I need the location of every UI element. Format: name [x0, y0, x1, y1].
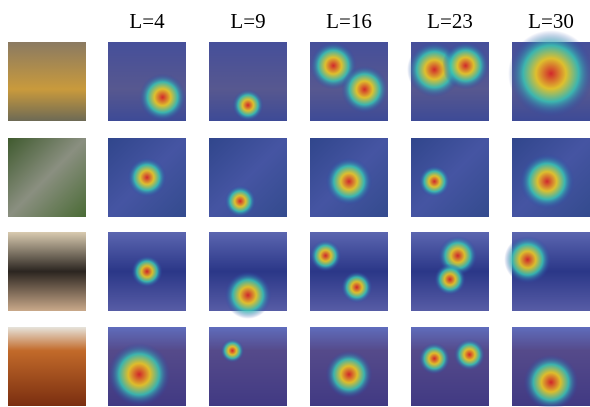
column-header: L=9: [230, 9, 265, 33]
figure: L=4 L=9 L=16 L=23 L=30: [0, 0, 590, 407]
attention-hotspot: [508, 30, 590, 117]
attention-hotspot: [504, 236, 551, 283]
attention-hotspot: [232, 89, 263, 121]
attention-hotspot: [108, 343, 170, 406]
column-header: L=16: [326, 9, 372, 33]
attention-hotspot: [419, 166, 450, 198]
attention-hotspot: [442, 42, 489, 89]
column-header: L=4: [129, 9, 165, 33]
attention-overlay: [209, 327, 287, 406]
attention-hotspot: [520, 154, 575, 209]
attention-hotspot: [341, 272, 372, 304]
attention-hotspot: [221, 339, 244, 363]
attention-hotspot: [128, 158, 167, 198]
attention-hotspot: [434, 264, 465, 296]
column-header: L=23: [427, 9, 473, 33]
original-image: [8, 232, 86, 311]
attention-hotspot: [139, 74, 186, 121]
attention-hotspot: [310, 240, 341, 272]
original-image: [8, 327, 86, 406]
column-header: L=30: [528, 9, 574, 33]
attention-hotspot: [131, 256, 162, 288]
original-image: [8, 42, 86, 121]
attention-hotspot: [225, 272, 272, 319]
attention-hotspot: [419, 343, 450, 375]
attention-hotspot: [225, 185, 256, 217]
attention-hotspot: [341, 66, 388, 113]
attention-hotspot: [326, 351, 373, 398]
attention-hotspot: [454, 339, 485, 371]
attention-hotspot: [326, 158, 373, 205]
original-image: [8, 138, 86, 217]
